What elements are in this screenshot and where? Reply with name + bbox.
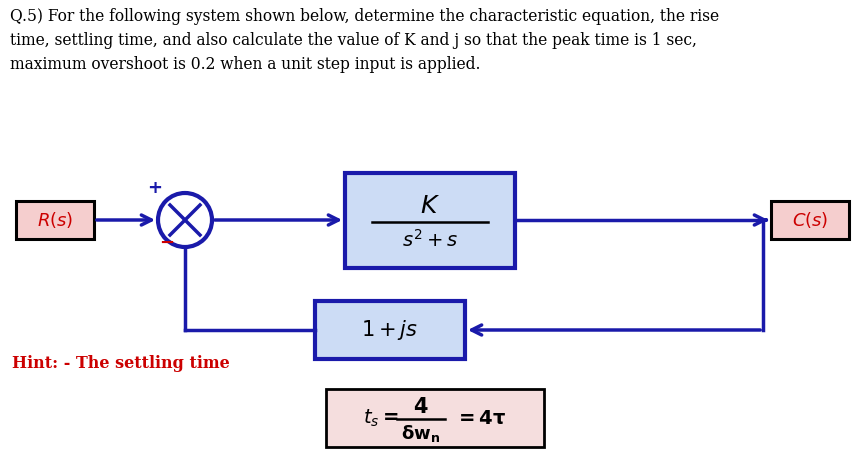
Text: time, settling time, and also calculate the value of K and j so that the peak ti: time, settling time, and also calculate …: [10, 32, 697, 49]
Text: maximum overshoot is 0.2 when a unit step input is applied.: maximum overshoot is 0.2 when a unit ste…: [10, 56, 480, 73]
Bar: [315, 301, 465, 359]
Text: −: −: [159, 234, 175, 252]
Text: $\mathbf{\mathit{s^2 + s}}$: $\mathbf{\mathit{s^2 + s}}$: [402, 229, 458, 251]
Circle shape: [158, 193, 212, 247]
Text: $\mathbf{\delta w_n}$: $\mathbf{\delta w_n}$: [401, 424, 440, 444]
Bar: [771, 201, 849, 239]
Text: $\mathbf{= 4\tau}$: $\mathbf{= 4\tau}$: [455, 409, 506, 428]
Text: $\mathbf{4}$: $\mathbf{4}$: [413, 397, 429, 417]
Bar: [345, 173, 515, 267]
Bar: [16, 201, 94, 239]
Text: $\mathbf{\mathit{K}}$: $\mathbf{\mathit{K}}$: [420, 194, 440, 218]
Bar: [326, 389, 544, 447]
Text: $\mathbf{\mathit{t_s}}$$\mathbf{ = }$: $\mathbf{\mathit{t_s}}$$\mathbf{ = }$: [363, 407, 399, 429]
Text: +: +: [148, 179, 163, 197]
Text: $R(s)$: $R(s)$: [37, 210, 74, 230]
Text: Q.5) For the following system shown below, determine the characteristic equation: Q.5) For the following system shown belo…: [10, 8, 719, 25]
Text: $C(s)$: $C(s)$: [791, 210, 828, 230]
Text: $\mathbf{\mathit{1+js}}$: $\mathbf{\mathit{1+js}}$: [362, 318, 419, 342]
Text: Hint: - The settling time: Hint: - The settling time: [12, 355, 230, 372]
